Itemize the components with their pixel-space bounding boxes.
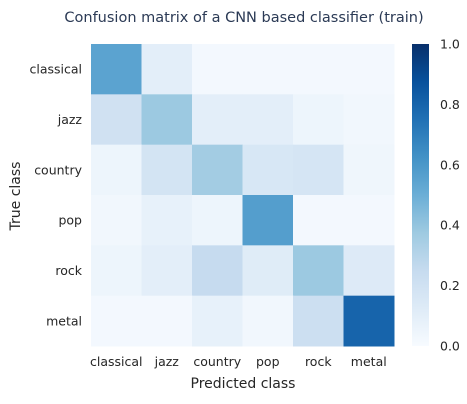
x-tick-label: metal <box>351 354 387 369</box>
heatmap-cells <box>91 44 395 347</box>
heatmap-cell <box>293 195 344 246</box>
heatmap-cell <box>242 295 294 347</box>
heatmap-cell <box>91 295 142 347</box>
heatmap-cell <box>343 44 395 95</box>
heatmap-cell <box>242 245 294 297</box>
x-tick-label: classical <box>90 354 143 369</box>
heatmap-cell <box>141 195 193 246</box>
heatmap-cell <box>343 144 395 196</box>
colorbar <box>412 44 429 346</box>
heatmap-cell <box>242 94 294 146</box>
heatmap-cell <box>242 144 294 196</box>
heatmap-cell <box>242 195 294 246</box>
heatmap-cell <box>141 44 193 95</box>
heatmap-cell <box>192 94 243 146</box>
colorbar-tick-label: 0.4 <box>440 218 460 233</box>
x-tick-label: jazz <box>154 354 180 369</box>
chart-title: Confusion matrix of a CNN based classifi… <box>64 10 423 26</box>
heatmap-cell <box>192 144 243 196</box>
x-tick-label: country <box>193 354 241 369</box>
heatmap-cell <box>192 44 243 95</box>
colorbar-tick-label: 1.0 <box>440 37 460 52</box>
heatmap-cell <box>343 245 395 297</box>
heatmap-cell <box>141 94 193 146</box>
heatmap-cell <box>293 144 344 196</box>
heatmap-cell <box>192 195 243 246</box>
heatmap-cell <box>141 295 193 347</box>
y-tick-label: country <box>34 162 82 177</box>
y-tick-label: pop <box>58 213 82 228</box>
heatmap-cell <box>343 94 395 146</box>
heatmap-cell <box>343 295 395 347</box>
heatmap-cell <box>141 144 193 196</box>
heatmap-cell <box>242 44 294 95</box>
heatmap-cell <box>343 195 395 246</box>
y-axis-label: True class <box>8 162 24 232</box>
colorbar-tick-label: 0.6 <box>440 157 460 172</box>
colorbar-tick-label: 0.8 <box>440 97 460 112</box>
y-tick-label: classical <box>29 62 82 77</box>
heatmap-cell <box>293 295 344 347</box>
colorbar-tick-label: 0.2 <box>440 278 460 293</box>
heatmap-cell <box>192 295 243 347</box>
heatmap-cell <box>91 144 142 196</box>
heatmap-cell <box>91 44 142 95</box>
colorbar-tick-label: 0.0 <box>440 339 460 354</box>
y-tick-label: rock <box>55 263 82 278</box>
heatmap-cell <box>141 245 193 297</box>
y-tick-label: metal <box>46 313 82 328</box>
heatmap-cell <box>293 94 344 146</box>
heatmap-cell <box>91 94 142 146</box>
y-tick-label: jazz <box>57 112 83 127</box>
heatmap-cell <box>91 195 142 246</box>
heatmap-cell <box>293 245 344 297</box>
colorbar-tick-labels: 0.0 0.2 0.4 0.6 0.8 1.0 <box>440 37 460 354</box>
x-tick-labels: classical jazz country pop rock metal <box>90 354 387 369</box>
x-tick-label: rock <box>305 354 332 369</box>
x-tick-label: pop <box>256 354 280 369</box>
heatmap-cell <box>91 245 142 297</box>
heatmap-cell <box>192 245 243 297</box>
heatmap-cell <box>293 44 344 95</box>
y-tick-labels: classical jazz country pop rock metal <box>29 62 82 329</box>
x-axis-label: Predicted class <box>191 376 296 392</box>
